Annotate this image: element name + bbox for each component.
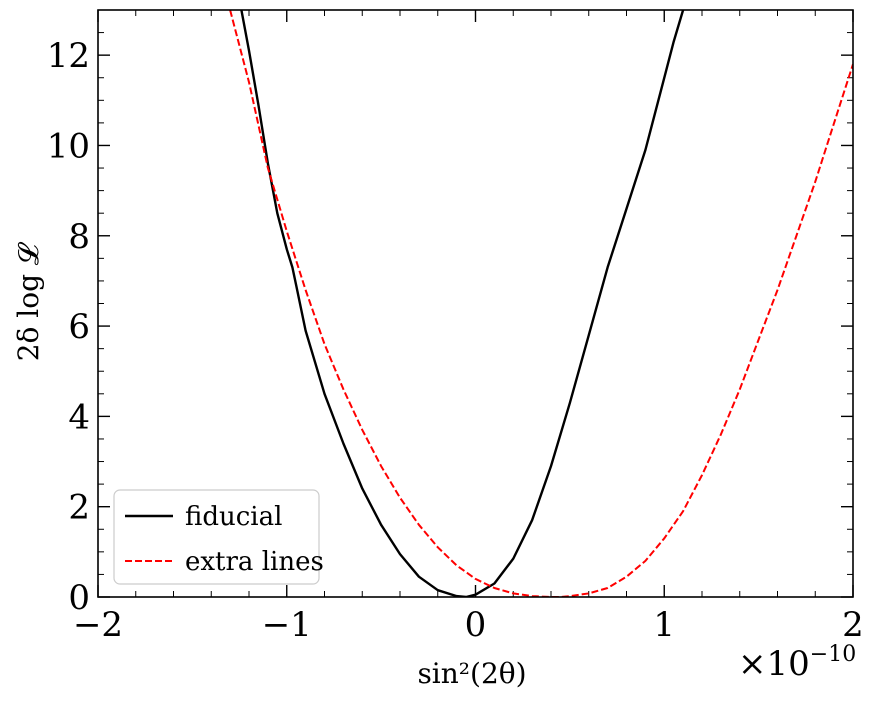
y-tick-label-3: 6 xyxy=(68,307,90,347)
y-tick-label-1: 2 xyxy=(68,488,90,528)
lines-layer xyxy=(229,10,853,597)
y-tick-label-5: 10 xyxy=(47,126,90,166)
legend-label-fiducial: fiducial xyxy=(185,502,282,532)
x-tick-label-1: −1 xyxy=(262,605,312,645)
legend: fiducial extra lines xyxy=(113,489,324,585)
y-tick-label-4: 8 xyxy=(68,217,90,257)
x-offset-label: ×10−10 xyxy=(738,642,856,684)
y-tick-label-6: 12 xyxy=(47,36,90,76)
x-tick-label-3: 1 xyxy=(653,605,675,645)
series-line-fiducial xyxy=(240,10,685,597)
x-tick-label-4: 2 xyxy=(842,605,864,645)
legend-label-extra-lines: extra lines xyxy=(185,547,324,577)
series-line-extra-lines xyxy=(229,10,853,597)
y-tick-label-0: 0 xyxy=(68,578,90,618)
y-axis-label: 2δ log 𝓛 xyxy=(12,241,45,361)
x-tick-label-2: 0 xyxy=(465,605,487,645)
x-tick-label-0: −2 xyxy=(73,605,123,645)
plot-frame xyxy=(97,9,854,598)
x-offset-exponent: −10 xyxy=(810,642,856,667)
y-tick-label-2: 4 xyxy=(68,397,90,437)
x-axis-label: sin²(2θ) xyxy=(417,657,526,690)
